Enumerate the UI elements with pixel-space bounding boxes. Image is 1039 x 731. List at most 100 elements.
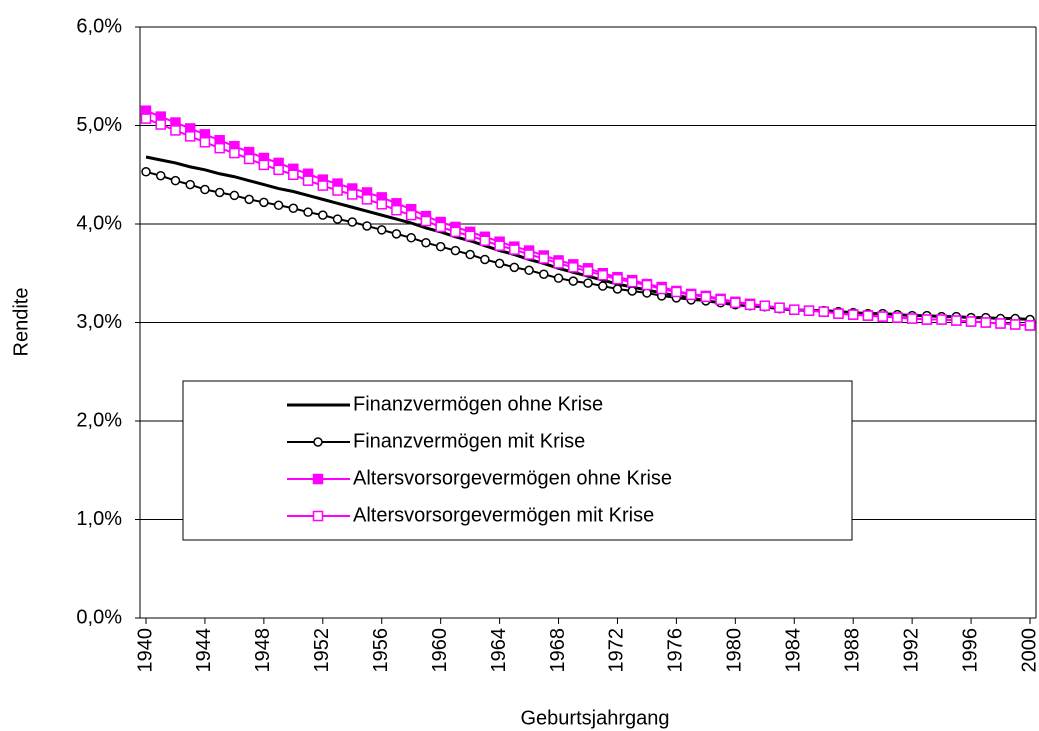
x-tick-label: 1960 <box>429 628 451 673</box>
marker <box>568 262 579 273</box>
marker <box>303 207 313 217</box>
marker <box>185 179 195 190</box>
series-line <box>145 155 1031 322</box>
marker <box>376 199 387 210</box>
marker <box>951 315 962 326</box>
marker <box>347 189 358 200</box>
y-tick-label: 6,0% <box>76 15 122 37</box>
marker <box>405 209 417 221</box>
x-tick-label: 1992 <box>900 628 922 673</box>
marker <box>524 265 534 276</box>
x-tick-label: 2000 <box>1018 628 1039 673</box>
marker <box>258 159 270 171</box>
marker <box>435 221 446 233</box>
legend: Finanzvermögen ohne Krise Finanzvermögen … <box>182 380 853 541</box>
marker <box>420 215 432 227</box>
series-line <box>145 109 1031 327</box>
x-axis-title: Geburtsjahrgang <box>521 707 670 729</box>
marker <box>995 318 1006 329</box>
marker <box>465 249 475 260</box>
marker <box>243 153 255 165</box>
marker <box>980 317 992 328</box>
x-tick-label: 1944 <box>193 628 215 673</box>
marker <box>141 167 151 177</box>
marker <box>818 306 829 317</box>
marker <box>312 510 324 522</box>
marker <box>184 131 196 142</box>
marker <box>1024 320 1036 331</box>
marker <box>759 300 771 312</box>
marker <box>288 169 299 180</box>
marker <box>450 226 461 238</box>
marker <box>538 253 550 264</box>
marker <box>715 294 726 306</box>
y-tick-label: 1,0% <box>76 508 122 530</box>
x-tick-label: 1980 <box>724 628 746 673</box>
y-tick-label: 2,0% <box>76 409 122 431</box>
marker <box>421 237 431 248</box>
marker <box>582 266 594 277</box>
marker <box>523 249 535 260</box>
marker <box>361 194 373 205</box>
x-tick-label: 1952 <box>311 628 333 673</box>
marker <box>376 225 387 235</box>
legend-box <box>182 380 853 541</box>
x-tick-label: 1996 <box>959 628 981 673</box>
marker <box>789 304 800 315</box>
marker <box>214 142 225 154</box>
y-tick-label: 3,0% <box>76 311 122 333</box>
marker <box>936 314 947 325</box>
x-tick-label: 1948 <box>252 628 274 673</box>
marker <box>774 302 785 313</box>
marker <box>332 214 343 224</box>
marker <box>509 244 520 255</box>
marker <box>612 284 623 294</box>
marker <box>362 221 372 231</box>
marker <box>494 240 505 251</box>
marker <box>244 194 254 205</box>
y-axis-title: Rendite <box>10 288 32 357</box>
marker <box>685 289 697 301</box>
marker <box>892 312 903 323</box>
x-tick-label: 1972 <box>606 628 628 673</box>
marker <box>464 230 476 242</box>
marker <box>568 276 579 286</box>
series-line <box>145 170 1031 321</box>
marker <box>317 180 329 191</box>
x-tick-label: 1940 <box>134 628 156 673</box>
marker <box>597 269 608 281</box>
y-tick-label: 0,0% <box>76 606 122 628</box>
marker <box>509 262 520 273</box>
x-tick-label: 1964 <box>488 628 510 673</box>
marker <box>273 164 284 176</box>
legend-label: Finanzvermögen mit Krise <box>353 430 585 452</box>
marker <box>479 235 491 246</box>
legend-label: Finanzvermögen ohne Krise <box>353 393 603 415</box>
marker <box>313 437 323 447</box>
marker <box>612 273 623 285</box>
marker <box>347 217 358 227</box>
marker <box>597 281 608 291</box>
marker <box>480 254 490 265</box>
marker <box>803 305 815 316</box>
marker <box>450 245 461 256</box>
marker <box>200 184 210 195</box>
marker <box>553 273 564 283</box>
marker <box>730 297 741 309</box>
marker <box>553 258 564 269</box>
marker <box>273 200 284 211</box>
marker <box>391 204 402 216</box>
marker <box>155 170 166 181</box>
marker <box>435 241 446 252</box>
marker <box>847 309 859 320</box>
x-tick-label: 1976 <box>665 628 687 673</box>
x-tick-label: 1988 <box>841 628 863 673</box>
marker <box>312 473 324 485</box>
marker <box>583 278 593 288</box>
marker <box>1010 319 1021 330</box>
marker <box>406 233 416 243</box>
marker <box>155 119 166 130</box>
marker <box>906 313 918 324</box>
marker <box>921 314 933 325</box>
